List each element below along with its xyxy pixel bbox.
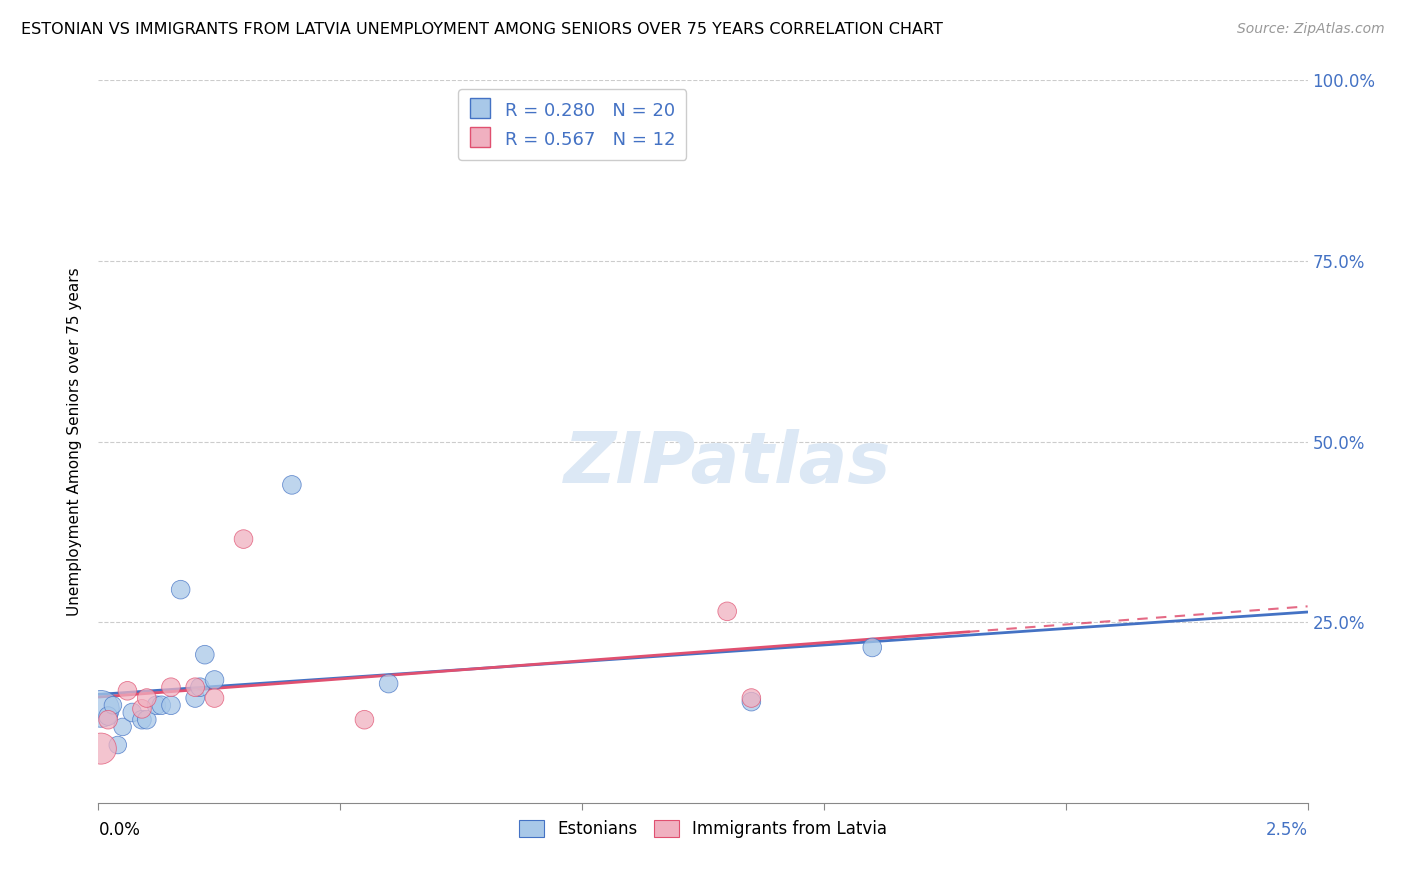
Text: 2.5%: 2.5% <box>1265 822 1308 839</box>
Text: Source: ZipAtlas.com: Source: ZipAtlas.com <box>1237 22 1385 37</box>
Text: ZIPatlas: ZIPatlas <box>564 429 891 498</box>
Text: ESTONIAN VS IMMIGRANTS FROM LATVIA UNEMPLOYMENT AMONG SENIORS OVER 75 YEARS CORR: ESTONIAN VS IMMIGRANTS FROM LATVIA UNEMP… <box>21 22 943 37</box>
Point <box>184 691 207 706</box>
Point <box>194 648 217 662</box>
Point <box>281 478 304 492</box>
Point <box>740 691 762 706</box>
Point <box>101 698 124 713</box>
Point <box>160 680 183 694</box>
Point <box>188 680 211 694</box>
Point <box>169 582 191 597</box>
Point <box>90 702 112 716</box>
Point <box>107 738 129 752</box>
Text: 0.0%: 0.0% <box>98 822 141 839</box>
Point <box>117 683 139 698</box>
Y-axis label: Unemployment Among Seniors over 75 years: Unemployment Among Seniors over 75 years <box>67 268 83 615</box>
Point <box>111 720 134 734</box>
Point <box>131 713 153 727</box>
Legend: Estonians, Immigrants from Latvia: Estonians, Immigrants from Latvia <box>512 814 894 845</box>
Point <box>97 709 120 723</box>
Point <box>184 680 207 694</box>
Point <box>97 713 120 727</box>
Point <box>740 695 762 709</box>
Point <box>121 706 143 720</box>
Point <box>145 698 167 713</box>
Point <box>90 741 112 756</box>
Point <box>135 713 157 727</box>
Point <box>131 702 153 716</box>
Point <box>204 691 226 706</box>
Point <box>204 673 226 687</box>
Point <box>232 532 254 546</box>
Point <box>160 698 183 713</box>
Point <box>150 698 173 713</box>
Point <box>353 713 375 727</box>
Point <box>716 604 738 618</box>
Point <box>377 676 399 690</box>
Point <box>135 691 157 706</box>
Point <box>860 640 883 655</box>
